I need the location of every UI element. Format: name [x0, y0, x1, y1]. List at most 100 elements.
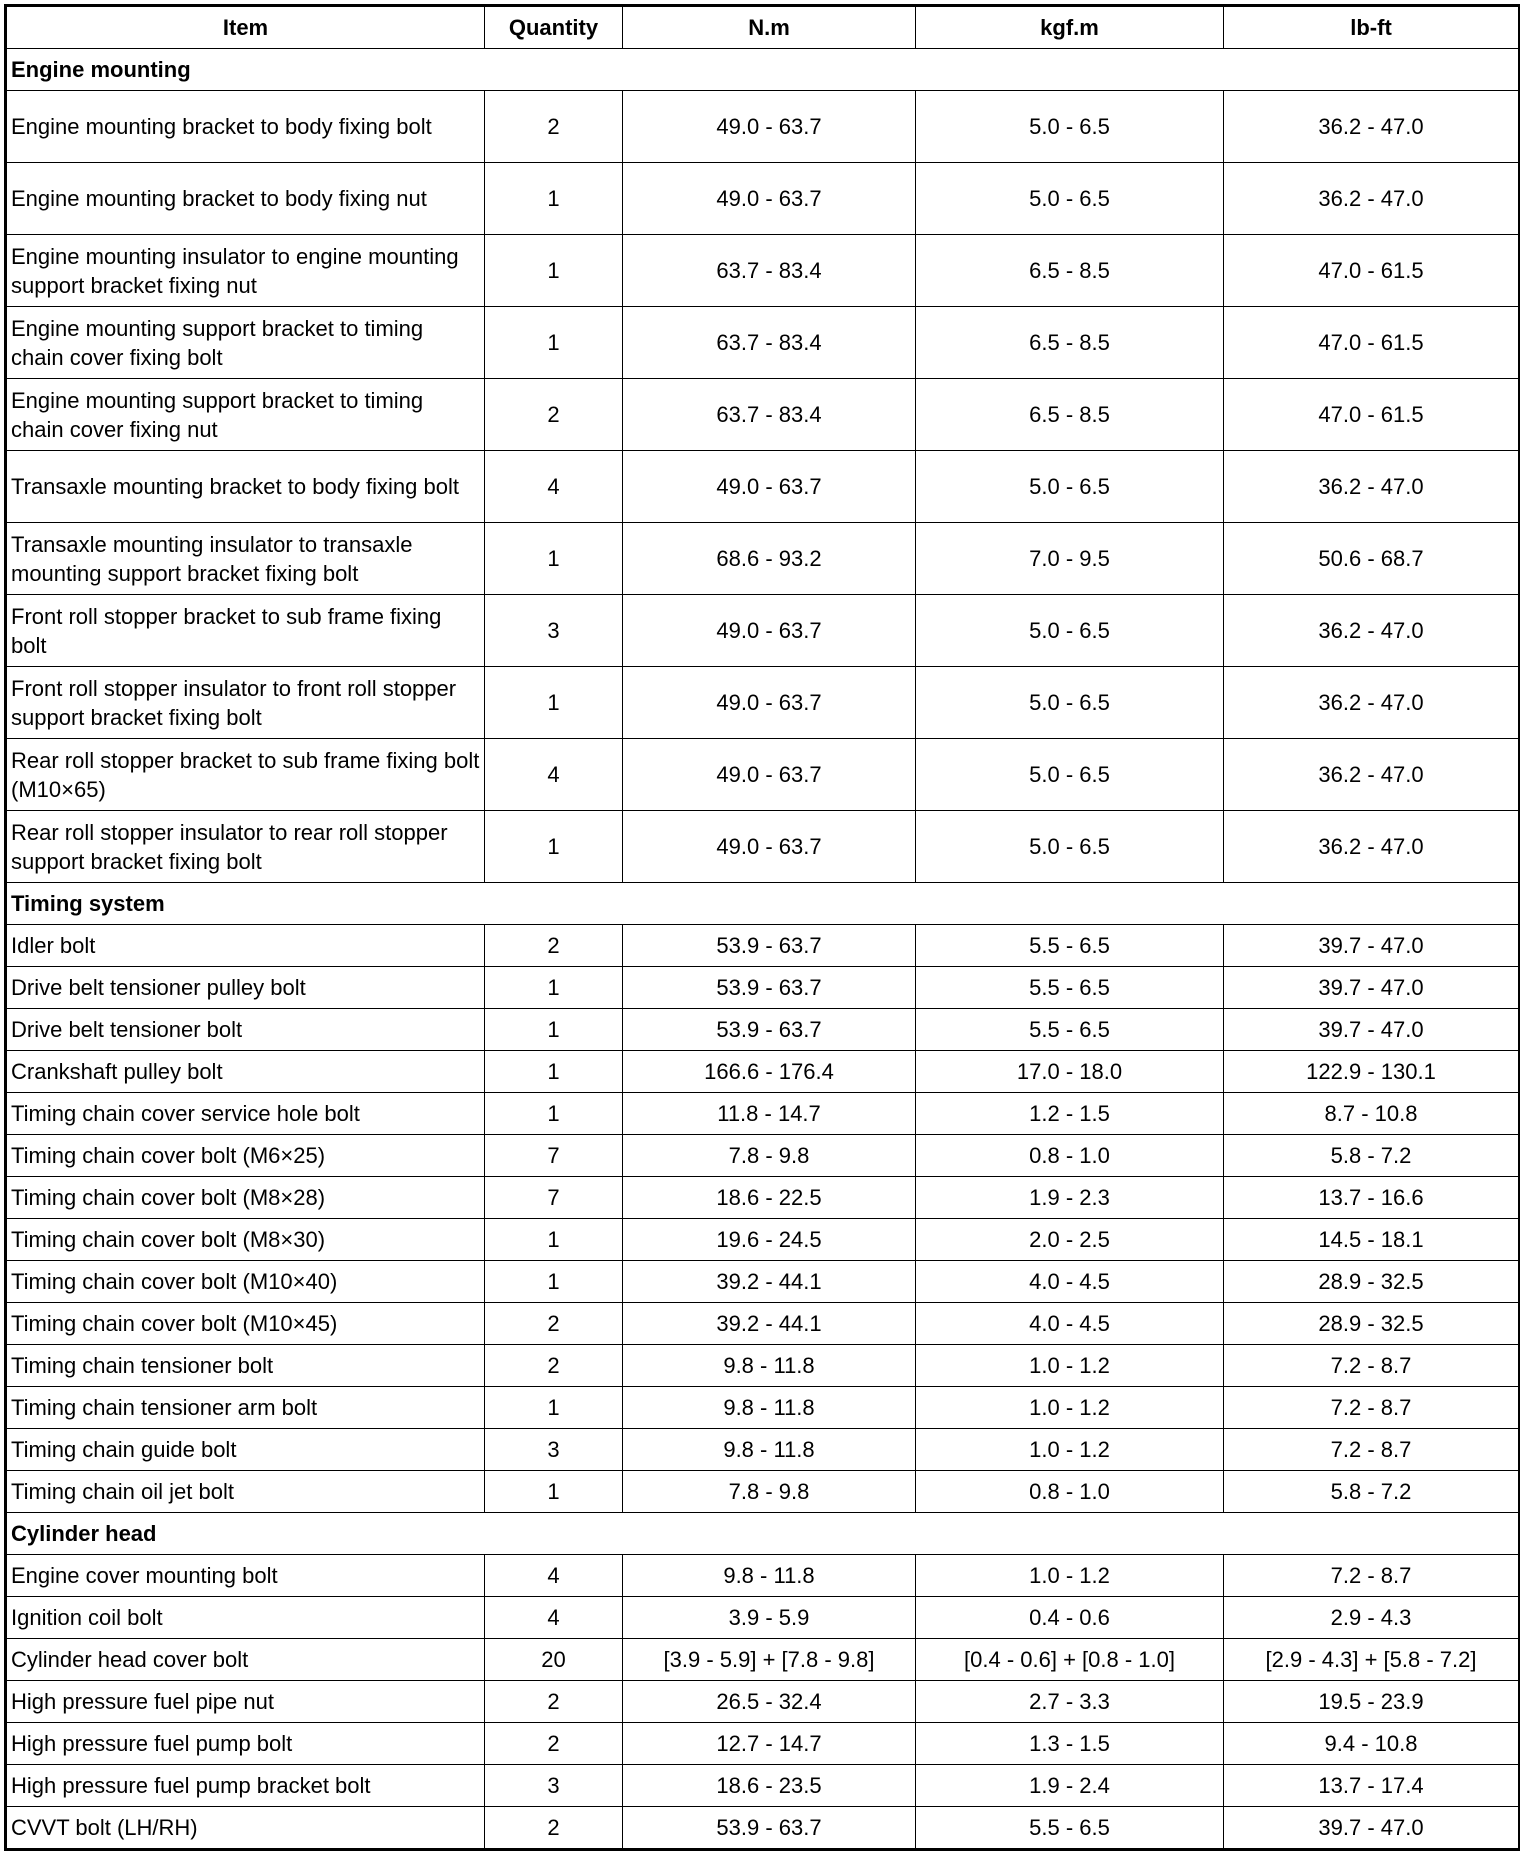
- table-row: Crankshaft pulley bolt 1 166.6 - 176.4 17.0…: [5, 1050, 1520, 1093]
- cell-lbft: 47.0 - 61.5: [1223, 234, 1520, 307]
- cell-kgfm: [0.4 - 0.6] + [0.8 - 1.0]: [915, 1638, 1224, 1681]
- cell-quantity: 1: [484, 666, 623, 739]
- cell-lbft: 7.2 - 8.7: [1223, 1344, 1520, 1387]
- cell-quantity: 1: [484, 306, 623, 379]
- cell-item: Idler bolt: [5, 924, 485, 967]
- cell-item: Engine mounting bracket to body fixing b…: [5, 90, 485, 163]
- cell-nm: 49.0 - 63.7: [622, 594, 916, 667]
- table-row: Drive belt tensioner bolt 1 53.9 - 63.7 5.5…: [5, 1008, 1520, 1051]
- cell-lbft: 5.8 - 7.2: [1223, 1134, 1520, 1177]
- cell-kgfm: 0.4 - 0.6: [915, 1596, 1224, 1639]
- cell-lbft: 28.9 - 32.5: [1223, 1260, 1520, 1303]
- cell-kgfm: 1.2 - 1.5: [915, 1092, 1224, 1135]
- table-body: Engine mounting Engine mounting bracket t…: [5, 48, 1520, 1850]
- cell-nm: 63.7 - 83.4: [622, 378, 916, 451]
- cell-quantity: 2: [484, 924, 623, 967]
- cell-nm: 11.8 - 14.7: [622, 1092, 916, 1135]
- cell-nm: 18.6 - 22.5: [622, 1176, 916, 1219]
- cell-nm: 49.0 - 63.7: [622, 738, 916, 811]
- cell-lbft: 39.7 - 47.0: [1223, 966, 1520, 1009]
- cell-lbft: 36.2 - 47.0: [1223, 666, 1520, 739]
- cell-nm: 68.6 - 93.2: [622, 522, 916, 595]
- cell-quantity: 4: [484, 1554, 623, 1597]
- cell-item: Rear roll stopper bracket to sub frame f…: [5, 738, 485, 811]
- cell-kgfm: 5.0 - 6.5: [915, 90, 1224, 163]
- column-header-nm: N.m: [622, 5, 916, 49]
- cell-item: Timing chain tensioner arm bolt: [5, 1386, 485, 1429]
- cell-kgfm: 5.5 - 6.5: [915, 966, 1224, 1009]
- cell-kgfm: 1.0 - 1.2: [915, 1428, 1224, 1471]
- cell-kgfm: 7.0 - 9.5: [915, 522, 1224, 595]
- table-row: Engine mounting bracket to body fixing n…: [5, 162, 1520, 235]
- cell-nm: 53.9 - 63.7: [622, 1806, 916, 1850]
- cell-item: High pressure fuel pump bolt: [5, 1722, 485, 1765]
- cell-item: Engine mounting insulator to engine moun…: [5, 234, 485, 307]
- cell-quantity: 4: [484, 450, 623, 523]
- cell-item: CVVT bolt (LH/RH): [5, 1806, 485, 1850]
- cell-lbft: 36.2 - 47.0: [1223, 594, 1520, 667]
- cell-item: Timing chain guide bolt: [5, 1428, 485, 1471]
- cell-kgfm: 5.0 - 6.5: [915, 450, 1224, 523]
- cell-quantity: 1: [484, 966, 623, 1009]
- cell-item: Drive belt tensioner bolt: [5, 1008, 485, 1051]
- table-row: Timing chain cover bolt (M8×30) 1 19.6 - 2…: [5, 1218, 1520, 1261]
- cell-nm: 26.5 - 32.4: [622, 1680, 916, 1723]
- cell-nm: 7.8 - 9.8: [622, 1134, 916, 1177]
- cell-item: Timing chain cover service hole bolt: [5, 1092, 485, 1135]
- cell-nm: 19.6 - 24.5: [622, 1218, 916, 1261]
- cell-kgfm: 1.3 - 1.5: [915, 1722, 1224, 1765]
- section-row: Timing system: [5, 882, 1520, 925]
- table-row: Cylinder head cover bolt 20 [3.9 - 5.9] + …: [5, 1638, 1520, 1681]
- cell-quantity: 1: [484, 810, 623, 883]
- cell-kgfm: 0.8 - 1.0: [915, 1134, 1224, 1177]
- cell-quantity: 1: [484, 1218, 623, 1261]
- cell-item: Timing chain cover bolt (M6×25): [5, 1134, 485, 1177]
- cell-kgfm: 5.5 - 6.5: [915, 1806, 1224, 1850]
- cell-nm: 18.6 - 23.5: [622, 1764, 916, 1807]
- cell-kgfm: 6.5 - 8.5: [915, 378, 1224, 451]
- table-row: Front roll stopper bracket to sub frame …: [5, 594, 1520, 667]
- cell-kgfm: 1.9 - 2.3: [915, 1176, 1224, 1219]
- cell-kgfm: 5.5 - 6.5: [915, 1008, 1224, 1051]
- cell-quantity: 1: [484, 1050, 623, 1093]
- cell-quantity: 1: [484, 1260, 623, 1303]
- cell-lbft: 9.4 - 10.8: [1223, 1722, 1520, 1765]
- cell-kgfm: 5.0 - 6.5: [915, 162, 1224, 235]
- cell-item: Transaxle mounting bracket to body fixin…: [5, 450, 485, 523]
- table-row: Idler bolt 2 53.9 - 63.7 5.5 - 6.5 39.7 - 47…: [5, 924, 1520, 967]
- cell-lbft: 13.7 - 16.6: [1223, 1176, 1520, 1219]
- table-row: Transaxle mounting bracket to body fixin…: [5, 450, 1520, 523]
- table-row: Engine mounting support bracket to timin…: [5, 306, 1520, 379]
- cell-item: Engine mounting support bracket to timin…: [5, 306, 485, 379]
- section-title: Cylinder head: [5, 1512, 1520, 1555]
- cell-quantity: 1: [484, 162, 623, 235]
- cell-quantity: 3: [484, 1428, 623, 1471]
- cell-quantity: 3: [484, 594, 623, 667]
- cell-nm: 9.8 - 11.8: [622, 1386, 916, 1429]
- cell-item: Front roll stopper bracket to sub frame …: [5, 594, 485, 667]
- cell-lbft: 2.9 - 4.3: [1223, 1596, 1520, 1639]
- cell-quantity: 20: [484, 1638, 623, 1681]
- table-row: Timing chain cover bolt (M8×28) 7 18.6 - 2…: [5, 1176, 1520, 1219]
- cell-quantity: 1: [484, 1470, 623, 1513]
- cell-kgfm: 4.0 - 4.5: [915, 1302, 1224, 1345]
- cell-kgfm: 1.0 - 1.2: [915, 1386, 1224, 1429]
- cell-item: High pressure fuel pipe nut: [5, 1680, 485, 1723]
- cell-nm: 39.2 - 44.1: [622, 1260, 916, 1303]
- cell-quantity: 4: [484, 1596, 623, 1639]
- cell-kgfm: 1.0 - 1.2: [915, 1554, 1224, 1597]
- cell-nm: 3.9 - 5.9: [622, 1596, 916, 1639]
- cell-quantity: 2: [484, 1722, 623, 1765]
- cell-nm: [3.9 - 5.9] + [7.8 - 9.8]: [622, 1638, 916, 1681]
- table-row: Rear roll stopper insulator to rear roll…: [5, 810, 1520, 883]
- table-row: High pressure fuel pump bracket bolt 3 18.…: [5, 1764, 1520, 1807]
- cell-lbft: 36.2 - 47.0: [1223, 90, 1520, 163]
- cell-item: Engine cover mounting bolt: [5, 1554, 485, 1597]
- cell-nm: 9.8 - 11.8: [622, 1428, 916, 1471]
- cell-lbft: 8.7 - 10.8: [1223, 1092, 1520, 1135]
- cell-nm: 53.9 - 63.7: [622, 924, 916, 967]
- cell-kgfm: 5.0 - 6.5: [915, 666, 1224, 739]
- cell-item: Rear roll stopper insulator to rear roll…: [5, 810, 485, 883]
- cell-lbft: 39.7 - 47.0: [1223, 1806, 1520, 1850]
- cell-quantity: 2: [484, 378, 623, 451]
